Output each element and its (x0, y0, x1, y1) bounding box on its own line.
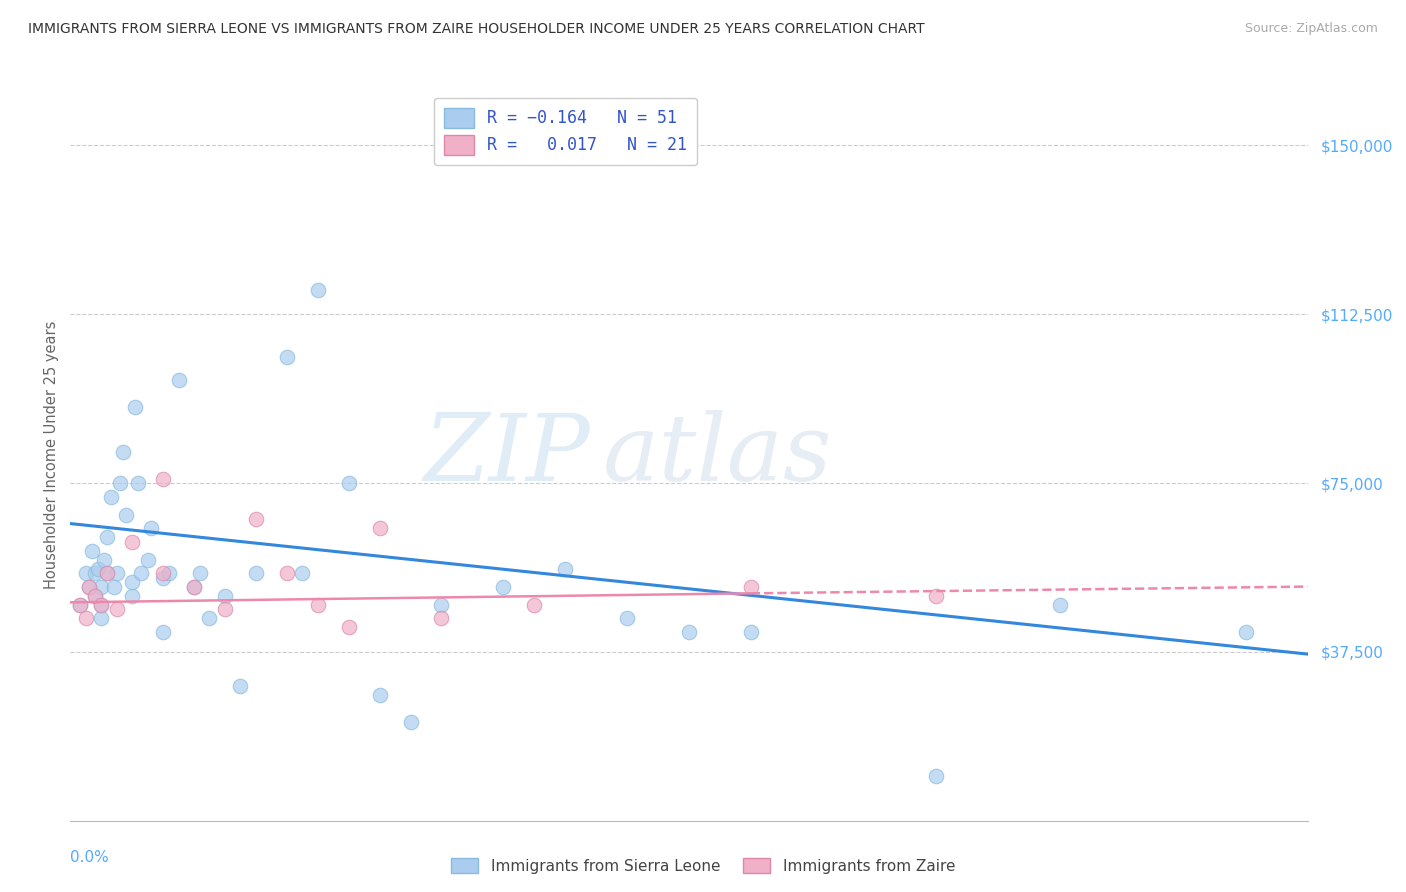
Point (121, 534, 143, 549)
Point (740, 580, 762, 594)
Point (152, 624, 174, 639)
Point (90, 598, 112, 612)
Point (399, 714, 422, 729)
Point (523, 598, 546, 612)
Point (152, 566, 174, 580)
Point (214, 602, 236, 616)
Point (136, 552, 159, 566)
Point (124, 400, 146, 414)
Text: ZIP: ZIP (423, 410, 591, 500)
Point (90, 598, 112, 612)
Point (198, 611, 221, 625)
Point (368, 521, 391, 535)
Text: IMMIGRANTS FROM SIERRA LEONE VS IMMIGRANTS FROM ZAIRE HOUSEHOLDER INCOME UNDER 2: IMMIGRANTS FROM SIERRA LEONE VS IMMIGRAN… (28, 22, 925, 37)
Point (80, 543, 103, 558)
Text: 0.0%: 0.0% (70, 850, 110, 865)
Point (77, 580, 100, 594)
Point (430, 598, 453, 612)
Point (1049, 598, 1071, 612)
Point (291, 566, 314, 580)
Point (77, 580, 100, 594)
Point (131, 566, 153, 580)
Point (183, 580, 205, 594)
Point (103, 580, 125, 594)
Point (105, 602, 128, 616)
Point (139, 521, 162, 535)
Point (115, 508, 138, 522)
Text: atlas: atlas (602, 410, 832, 500)
Point (214, 589, 236, 603)
Point (307, 598, 329, 612)
Point (152, 471, 174, 485)
Point (69, 598, 91, 612)
Point (925, 589, 948, 603)
Point (121, 575, 143, 590)
Point (492, 580, 515, 594)
Point (84, 566, 107, 580)
Point (368, 688, 391, 702)
Point (90, 611, 112, 625)
Text: Source: ZipAtlas.com: Source: ZipAtlas.com (1244, 22, 1378, 36)
Point (75, 611, 97, 625)
Point (105, 566, 128, 580)
Point (152, 571, 174, 585)
Point (307, 283, 329, 297)
Point (430, 611, 453, 625)
Point (84, 589, 107, 603)
Point (127, 476, 149, 491)
Point (337, 620, 360, 634)
Point (84, 589, 107, 603)
Point (111, 444, 134, 458)
Legend: R = −0.164   N = 51, R =   0.017   N = 21: R = −0.164 N = 51, R = 0.017 N = 21 (433, 97, 697, 165)
Point (121, 589, 143, 603)
Point (69, 598, 91, 612)
Point (245, 566, 267, 580)
Point (740, 624, 762, 639)
Point (245, 512, 267, 526)
Point (100, 490, 122, 504)
Point (157, 566, 180, 580)
Point (925, 769, 948, 783)
Point (93, 552, 115, 566)
Point (554, 561, 576, 575)
Point (276, 566, 298, 580)
Point (96, 530, 118, 544)
Point (167, 372, 190, 386)
Point (616, 611, 638, 625)
Point (96, 566, 118, 580)
Point (75, 566, 97, 580)
Point (96, 566, 118, 580)
Point (183, 580, 205, 594)
Point (90, 580, 112, 594)
Point (108, 476, 131, 491)
Y-axis label: Householder Income Under 25 years: Householder Income Under 25 years (44, 321, 59, 589)
Point (87, 561, 110, 575)
Point (1234, 624, 1257, 639)
Legend: Immigrants from Sierra Leone, Immigrants from Zaire: Immigrants from Sierra Leone, Immigrants… (444, 852, 962, 880)
Point (188, 566, 211, 580)
Point (276, 350, 298, 364)
Point (337, 476, 360, 491)
Point (229, 679, 252, 693)
Point (678, 624, 700, 639)
